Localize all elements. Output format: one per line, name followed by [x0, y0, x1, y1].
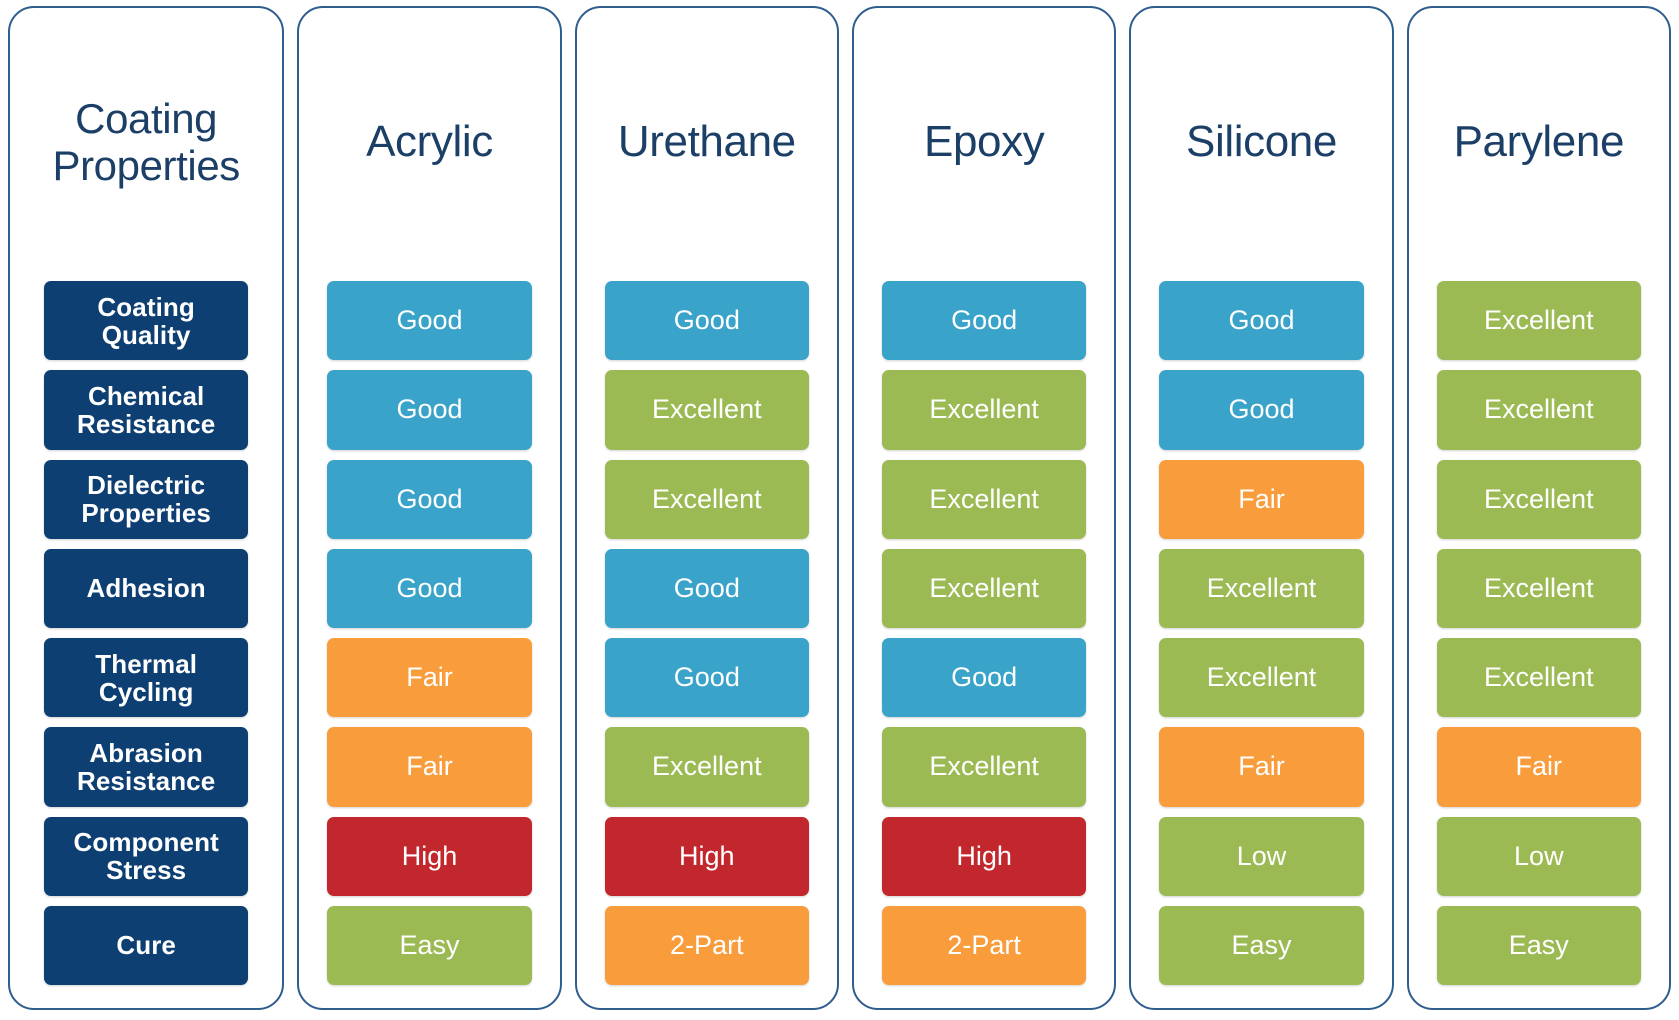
rating-cell-epoxy-row5: Good — [881, 638, 1087, 718]
rating-cell-epoxy-row8: 2-Part — [881, 905, 1087, 985]
rating-cell-parylene-row4: Excellent — [1436, 548, 1641, 628]
cell-stack: Good Excellent Excellent Good Good Excellent H… — [604, 276, 809, 990]
rating-cell-epoxy-row3: Excellent — [881, 459, 1087, 539]
rating-cell-urethane-row1: Good — [604, 281, 809, 361]
rating-cell-urethane-row2: Excellent — [604, 370, 809, 450]
rating-cell-silicone-row7: Low — [1159, 816, 1364, 896]
column-card-epoxy: Epoxy Good Excellent Excellent Excellent Good… — [851, 6, 1117, 1010]
rating-cell-silicone-row5: Excellent — [1159, 638, 1364, 718]
column-header-parylene: Parylene — [1453, 117, 1625, 167]
cell-stack: Excellent Excellent Excellent Excellent Exce… — [1436, 276, 1641, 990]
rating-cell-parylene-row6: Fair — [1436, 727, 1641, 807]
property-label-abrasion-resistance: Abrasion Resistance — [44, 727, 249, 807]
rating-cell-silicone-row8: Easy — [1159, 905, 1364, 985]
property-label-component-stress: Component Stress — [44, 816, 249, 896]
rating-cell-acrylic-row3: Good — [327, 459, 532, 539]
property-label-adhesion: Adhesion — [44, 548, 249, 628]
rating-cell-urethane-row8: 2-Part — [604, 905, 809, 985]
rating-cell-acrylic-row6: Fair — [327, 727, 532, 807]
rating-cell-urethane-row6: Excellent — [604, 727, 809, 807]
rating-cell-silicone-row4: Excellent — [1159, 548, 1364, 628]
column-card-parylene: Parylene Excellent Excellent Excellent Excel… — [1406, 6, 1671, 1010]
column-card-coating-properties: Coating Properties Coating Quality Chemica… — [8, 6, 285, 1010]
rating-cell-acrylic-row4: Good — [327, 548, 532, 628]
cell-stack: Good Good Fair Excellent Excellent Fair Low Eas… — [1159, 276, 1364, 990]
rating-cell-urethane-row7: High — [604, 816, 809, 896]
cell-stack: Coating Quality Chemical Resistance Dielec… — [44, 276, 249, 990]
rating-cell-urethane-row4: Good — [604, 548, 809, 628]
rating-cell-silicone-row6: Fair — [1159, 727, 1364, 807]
rating-cell-parylene-row3: Excellent — [1436, 459, 1641, 539]
cell-stack: Good Good Good Good Fair Fair High Easy — [327, 276, 532, 990]
rating-cell-silicone-row3: Fair — [1159, 459, 1364, 539]
property-label-thermal-cycling: Thermal Cycling — [44, 638, 249, 718]
column-card-silicone: Silicone Good Good Fair Excellent Excellent Fa… — [1129, 6, 1394, 1010]
rating-cell-acrylic-row7: High — [327, 816, 532, 896]
rating-cell-parylene-row5: Excellent — [1436, 638, 1641, 718]
cell-stack: Good Excellent Excellent Excellent Good Excel… — [881, 276, 1087, 990]
rating-cell-acrylic-row5: Fair — [327, 638, 532, 718]
rating-cell-epoxy-row4: Excellent — [881, 548, 1087, 628]
property-label-dielectric-properties: Dielectric Properties — [44, 459, 249, 539]
column-header-acrylic: Acrylic — [366, 117, 493, 167]
property-label-cure: Cure — [44, 905, 249, 985]
property-label-chemical-resistance: Chemical Resistance — [44, 370, 249, 450]
row-header-title: Coating Properties — [52, 94, 240, 189]
column-card-acrylic: Acrylic Good Good Good Good Fair Fair High Easy — [297, 6, 562, 1010]
rating-cell-epoxy-row1: Good — [881, 281, 1087, 361]
rating-cell-parylene-row7: Low — [1436, 816, 1641, 896]
property-label-coating-quality: Coating Quality — [44, 281, 249, 361]
rating-cell-urethane-row3: Excellent — [604, 459, 809, 539]
rating-cell-parylene-row8: Easy — [1436, 905, 1641, 985]
rating-cell-parylene-row2: Excellent — [1436, 370, 1641, 450]
rating-cell-epoxy-row7: High — [881, 816, 1087, 896]
column-header-silicone: Silicone — [1186, 117, 1337, 167]
rating-cell-acrylic-row2: Good — [327, 370, 532, 450]
rating-cell-acrylic-row8: Easy — [327, 905, 532, 985]
rating-cell-epoxy-row2: Excellent — [881, 370, 1087, 450]
rating-cell-acrylic-row1: Good — [327, 281, 532, 361]
column-header-epoxy: Epoxy — [924, 117, 1045, 167]
rating-cell-epoxy-row6: Excellent — [881, 727, 1087, 807]
column-header-urethane: Urethane — [617, 117, 796, 167]
rating-cell-urethane-row5: Good — [604, 638, 809, 718]
rating-cell-silicone-row2: Good — [1159, 370, 1364, 450]
rating-cell-parylene-row1: Excellent — [1436, 281, 1641, 361]
column-card-urethane: Urethane Good Excellent Excellent Good Good Ex… — [574, 6, 839, 1010]
rating-cell-silicone-row1: Good — [1159, 281, 1364, 361]
